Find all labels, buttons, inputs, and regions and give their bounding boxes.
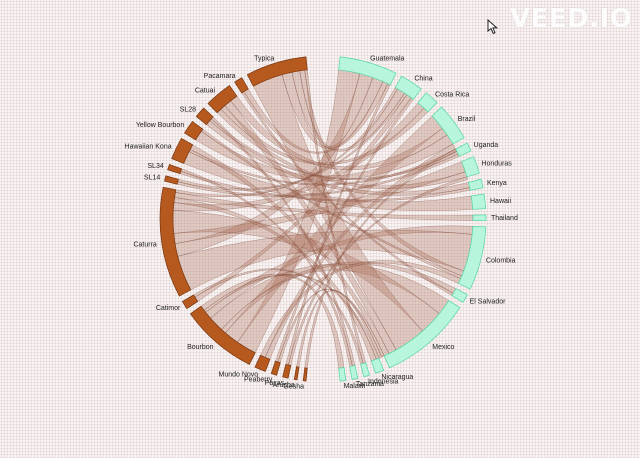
label-sl28: SL28 bbox=[180, 106, 196, 113]
label-sl34: SL34 bbox=[147, 163, 163, 170]
arc-pacamara[interactable] bbox=[234, 77, 249, 94]
label-mundo-novo: Mundo Novo bbox=[219, 372, 259, 379]
arc-indonesia[interactable] bbox=[360, 362, 370, 378]
label-nicaragua: Nicaragua bbox=[381, 374, 413, 381]
arc-mundo-novo[interactable] bbox=[254, 354, 271, 372]
label-brazil: Brazil bbox=[458, 116, 476, 123]
arc-guatemala[interactable] bbox=[338, 56, 397, 86]
arc-tanzania[interactable] bbox=[349, 365, 359, 380]
label-bourbon: Bourbon bbox=[187, 344, 214, 351]
label-arusha: Arusha bbox=[273, 382, 295, 389]
arc-china[interactable] bbox=[394, 75, 422, 100]
label-mexico: Mexico bbox=[432, 344, 454, 351]
arc-layer bbox=[159, 56, 487, 382]
arc-peaberry[interactable] bbox=[270, 360, 281, 376]
arc-pacas[interactable] bbox=[282, 363, 292, 379]
arc-typica[interactable] bbox=[246, 56, 308, 87]
arc-colombia[interactable] bbox=[457, 225, 487, 290]
arc-sl28[interactable] bbox=[195, 107, 214, 126]
label-colombia: Colombia bbox=[486, 257, 516, 264]
arc-brazil[interactable] bbox=[431, 106, 465, 145]
mouse-cursor-icon bbox=[487, 19, 499, 35]
label-catimor: Catimor bbox=[156, 305, 181, 312]
label-hawaii: Hawaii bbox=[490, 198, 511, 205]
label-uganda: Uganda bbox=[474, 142, 499, 149]
ribbon-arusha-mexico[interactable] bbox=[296, 290, 383, 368]
arc-sl14[interactable] bbox=[164, 175, 179, 185]
label-china: China bbox=[414, 75, 432, 82]
label-sl14: SL14 bbox=[144, 175, 160, 182]
arc-mexico[interactable] bbox=[383, 300, 461, 369]
label-layer: Guatemala China Costa Rica Brazil Uganda Hond… bbox=[125, 55, 518, 390]
label-yellow-bourbon: Yellow Bourbon bbox=[136, 122, 184, 129]
label-typica: Typica bbox=[254, 56, 274, 63]
label-thailand: Thailand bbox=[491, 215, 518, 222]
arc-el-salvador[interactable] bbox=[451, 288, 468, 303]
label-pacas: Pacas bbox=[265, 380, 285, 387]
label-el-salvador: El Salvador bbox=[470, 298, 506, 305]
arc-catuai[interactable] bbox=[207, 85, 238, 114]
label-kenya: Kenya bbox=[487, 180, 507, 187]
label-guatemala: Guatemala bbox=[370, 55, 404, 62]
arc-catimor[interactable] bbox=[181, 294, 199, 310]
arc-kenya[interactable] bbox=[468, 178, 484, 191]
arc-caturra[interactable] bbox=[159, 186, 192, 297]
arc-honduras[interactable] bbox=[461, 156, 480, 178]
label-hawaiian-kona: Hawaiian Kona bbox=[125, 144, 172, 151]
veed-watermark: VEED.IO bbox=[510, 4, 633, 34]
label-costa-rica: Costa Rica bbox=[435, 91, 469, 98]
arc-costa-rica[interactable] bbox=[417, 92, 438, 113]
arc-thailand[interactable] bbox=[472, 214, 487, 222]
arc-nicaragua[interactable] bbox=[370, 357, 385, 374]
label-indonesia: Indonesia bbox=[368, 378, 398, 385]
arc-bourbon[interactable] bbox=[189, 305, 256, 365]
label-malawi: Malawi bbox=[344, 383, 366, 390]
label-catuai: Catuai bbox=[195, 88, 216, 95]
arc-hawaiian-kona[interactable] bbox=[171, 137, 194, 164]
label-gesha: Gesha bbox=[283, 383, 304, 390]
label-tanzania: Tanzania bbox=[356, 381, 384, 388]
arc-uganda[interactable] bbox=[455, 142, 472, 157]
label-caturra: Caturra bbox=[133, 241, 156, 248]
arc-hawaii[interactable] bbox=[470, 193, 487, 210]
ribbon-layer bbox=[172, 69, 474, 369]
label-peaberry: Peaberry bbox=[244, 377, 273, 384]
arc-gesha[interactable] bbox=[302, 367, 308, 382]
label-honduras: Honduras bbox=[481, 161, 512, 168]
label-pacamara: Pacamara bbox=[204, 73, 236, 80]
arc-yellow-bourbon[interactable] bbox=[184, 120, 204, 141]
arc-arusha[interactable] bbox=[293, 366, 300, 381]
arc-malawi[interactable] bbox=[338, 367, 347, 382]
arc-sl34[interactable] bbox=[167, 163, 183, 175]
ribbon-gesha-brazil[interactable] bbox=[304, 148, 458, 369]
